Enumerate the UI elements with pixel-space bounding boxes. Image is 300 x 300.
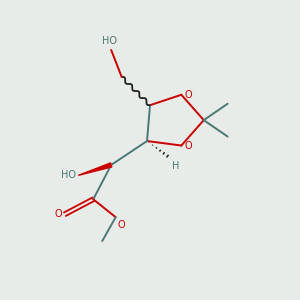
Text: O: O [117,220,125,230]
Text: H: H [172,161,179,171]
Text: O: O [185,90,193,100]
Text: HO: HO [102,36,117,46]
Text: O: O [185,140,193,151]
Polygon shape [78,163,112,175]
Text: O: O [54,209,62,219]
Text: HO: HO [61,170,76,180]
